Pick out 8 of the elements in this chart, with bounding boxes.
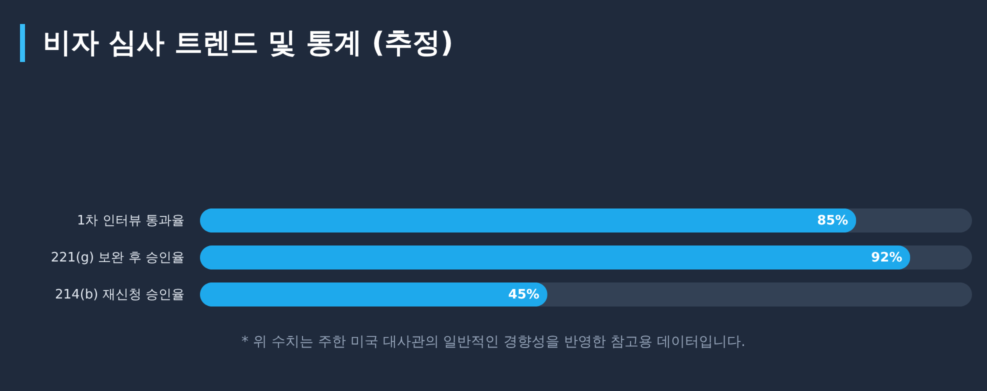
y-tick-label: 214(b) 재신청 승인율 [55,288,184,302]
y-tick-label: 221(g) 보완 후 승인율 [50,250,184,266]
data-label: 45% [508,288,540,302]
data-label: 92% [871,250,902,266]
y-tick-label: 1차 인터뷰 통과율 [76,214,184,228]
data-label: 85% [817,214,848,228]
text: * 위 수치는 주한 미국 대사관의 일반적인 경향성을 반영한 참고용 데이터입니다. [240,333,746,351]
chart-title: 비자 심사 트렌드 및 통계 (추정) [20,24,454,62]
